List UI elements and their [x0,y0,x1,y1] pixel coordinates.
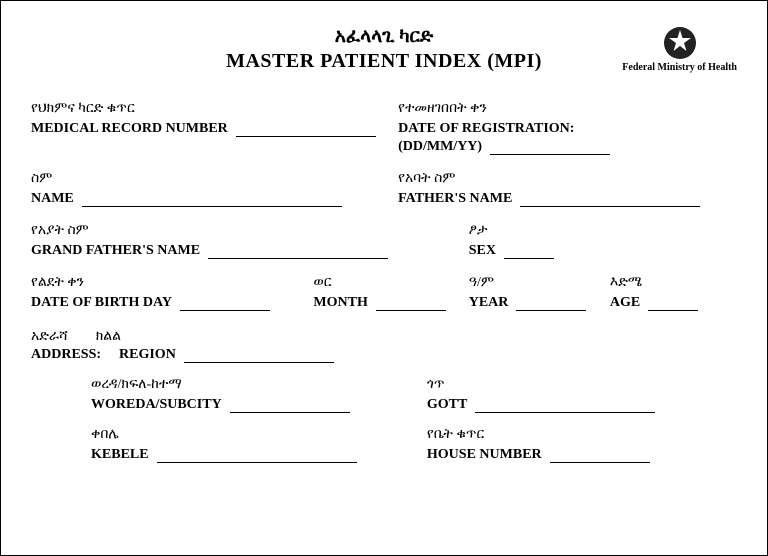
header: Federal Ministry of Health አፈላላጊ ካርድ MAS… [31,26,737,73]
age-input[interactable] [648,297,698,311]
house-label-en: HOUSE NUMBER [427,447,542,462]
sex-label-am: ፆታ [469,223,737,239]
dob-label-am: የልደት ቀን [31,275,313,291]
ministry-label: Federal Ministry of Health [622,62,737,73]
row-woreda-gott: ወረዳ/ክፍለ-ከተማ WOREDA/SUBCITY ጎጥ GOTT [31,377,737,413]
regdate-label-en: DATE OF REGISTRATION: [398,121,574,136]
kebele-label-en: KEBELE [91,447,149,462]
region-label-en: REGION [119,347,176,362]
mrn-label-en: MEDICAL RECORD NUMBER [31,121,228,136]
age-label-am: እድሜ [610,275,737,291]
mrn-input[interactable] [236,123,376,137]
regdate-format: (DD/MM/YY) [398,139,482,154]
region-label-am: ክልል [96,329,121,344]
year-label-en: YEAR [469,295,509,310]
house-input[interactable] [550,449,650,463]
dob-year-input[interactable] [516,297,586,311]
woreda-label-en: WOREDA/SUBCITY [91,397,222,412]
grandfather-label-en: GRAND FATHER'S NAME [31,243,200,258]
name-input[interactable] [82,193,342,207]
name-label-am: ስም [31,171,398,187]
ministry-logo-icon [663,26,697,60]
region-input[interactable] [184,349,334,363]
sex-label-en: SEX [469,243,496,258]
regdate-label-am: የተመዘገበበት ቀን [398,101,737,117]
month-label-am: ወር [313,275,468,291]
row-kebele-house: ቀበሌ KEBELE የቤት ቁጥር HOUSE NUMBER [31,427,737,463]
mrn-label-am: የህክምና ካርድ ቁጥር [31,101,398,117]
woreda-input[interactable] [230,399,350,413]
kebele-input[interactable] [157,449,357,463]
house-label-am: የቤት ቁጥር [427,427,737,443]
gott-label-am: ጎጥ [427,377,737,393]
dob-label-en: DATE OF BIRTH DAY [31,295,172,310]
father-label-am: የአባት ስም [398,171,737,187]
father-label-en: FATHER'S NAME [398,191,512,206]
woreda-label-am: ወረዳ/ክፍለ-ከተማ [91,377,427,393]
row-mrn-regdate: የህክምና ካርድ ቁጥር MEDICAL RECORD NUMBER የተመዘ… [31,101,737,155]
address-label-en: ADDRESS: [31,347,101,362]
row-grandfather-sex: የአያት ስም GRAND FATHER'S NAME ፆታ SEX [31,223,737,259]
dob-day-input[interactable] [180,297,270,311]
logo-block: Federal Ministry of Health [622,26,737,73]
gott-label-en: GOTT [427,397,467,412]
month-label-en: MONTH [313,295,367,310]
name-label-en: NAME [31,191,74,206]
row-dob: የልደት ቀን DATE OF BIRTH DAY ወር MONTH ዓ/ም Y… [31,275,737,311]
row-address-region: አድራሻ ክልል ADDRESS: REGION [31,327,737,363]
father-input[interactable] [520,193,700,207]
age-label-en: AGE [610,295,640,310]
regdate-input[interactable] [490,141,610,155]
grandfather-input[interactable] [208,245,388,259]
address-label-am: አድራሻ [31,329,68,344]
kebele-label-am: ቀበሌ [91,427,427,443]
sex-input[interactable] [504,245,554,259]
gott-input[interactable] [475,399,655,413]
row-name-father: ስም NAME የአባት ስም FATHER'S NAME [31,171,737,207]
year-label-am: ዓ/ም [469,275,610,291]
grandfather-label-am: የአያት ስም [31,223,469,239]
mpi-card: Federal Ministry of Health አፈላላጊ ካርድ MAS… [0,0,768,556]
dob-month-input[interactable] [376,297,446,311]
